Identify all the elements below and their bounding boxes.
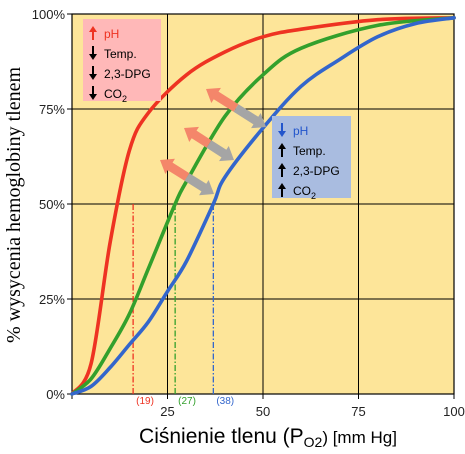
legend-item-label: pH	[104, 27, 119, 41]
y-axis-title: % wysycenia hemoglobiny tlenem	[3, 67, 25, 343]
legend-arrow-up-icon	[278, 143, 286, 149]
x-tick-label: 50	[256, 404, 270, 419]
legend-arrow-up-icon	[278, 183, 286, 189]
shift-arrow-middle-left-head	[184, 126, 212, 148]
legend-arrow-up-icon	[278, 163, 286, 169]
shift-arrow-middle-right-head	[206, 140, 234, 162]
x-axis-title: Ciśnienie tlenu (PO2) [mm Hg]	[139, 425, 397, 450]
legend-item-label: Temp.	[104, 47, 137, 61]
legend-arrow-down-icon	[278, 131, 286, 137]
curve-normal	[70, 16, 456, 396]
legend-item-label: 2,3-DPG	[104, 67, 151, 81]
curve-left	[70, 16, 456, 396]
shift-arrow-lower-left-head	[160, 158, 190, 181]
legend-item-label: Temp.	[293, 144, 326, 158]
legend-arrow-up-icon	[89, 26, 97, 32]
y-tick-label: 50%	[39, 197, 65, 212]
y-tick-label: 75%	[39, 102, 65, 117]
legend-arrow-down-icon	[89, 54, 97, 60]
y-tick-label: 25%	[39, 292, 65, 307]
legend-left-background	[83, 19, 161, 101]
p50-label: (38)	[216, 396, 234, 407]
y-tick-label: 0%	[46, 387, 65, 402]
legend-item-label: pH	[293, 124, 308, 138]
legend-left: pH Temp. 2,3-DPG CO2	[83, 19, 161, 104]
shift-arrow-lower-right-head	[184, 173, 214, 196]
x-tick-label: 75	[351, 404, 365, 419]
legend-arrow-down-icon	[89, 94, 97, 100]
p50-label: (27)	[178, 396, 196, 407]
x-tick-label: 25	[160, 404, 174, 419]
p50-label: (19)	[136, 396, 154, 407]
x-tick-label: 100	[443, 404, 465, 419]
legend-item-label: CO2	[104, 87, 127, 104]
legend-right: pH Temp. 2,3-DPG CO2	[272, 116, 351, 201]
legend-arrow-down-icon	[89, 74, 97, 80]
legend-right-background	[272, 116, 351, 198]
curve-right	[70, 16, 456, 396]
shift-arrow-upper-right-head	[233, 104, 266, 129]
y-tick-label: 100%	[32, 7, 66, 22]
legend-item-label: 2,3-DPG	[293, 164, 340, 178]
shift-arrow-upper-left-head	[206, 87, 239, 112]
legend-item-label: CO2	[293, 184, 316, 201]
